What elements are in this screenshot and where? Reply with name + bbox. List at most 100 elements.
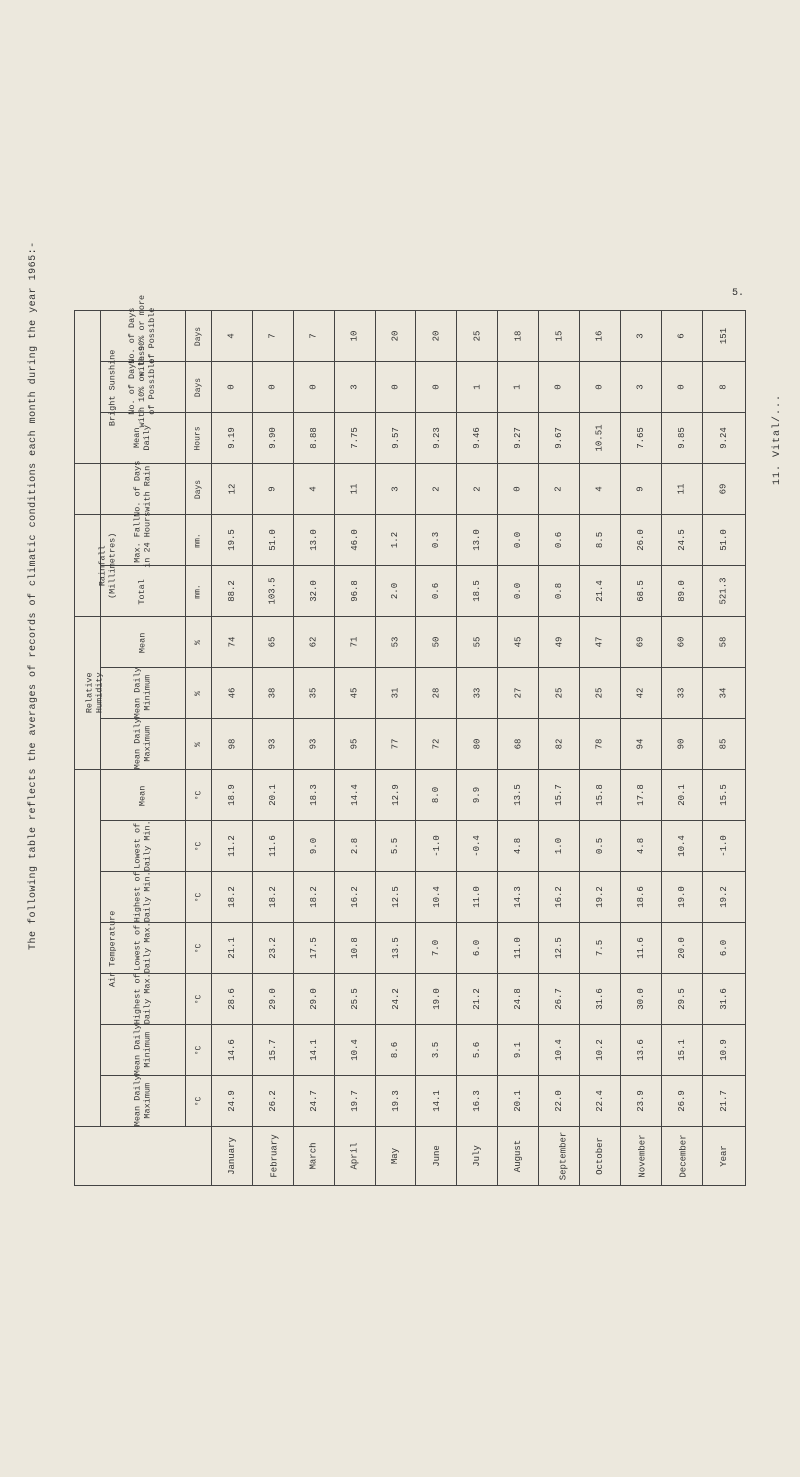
unit-label: Days: [185, 362, 211, 413]
data-cell: 10.4: [416, 872, 457, 923]
month-label: November: [620, 1127, 661, 1186]
data-cell: 10.51: [579, 413, 620, 464]
data-cell: 1: [457, 362, 498, 413]
metric-header: Lowest ofDaily Min.: [101, 821, 185, 872]
data-cell: 0.6: [539, 515, 580, 566]
data-cell: 3: [620, 311, 661, 362]
month-label: Year: [702, 1127, 745, 1186]
metric-header: Mean DailyMaximum: [101, 1076, 185, 1127]
table-row: Highest ofDaily Min.°C18.218.218.216.212…: [75, 872, 746, 923]
data-cell: 0: [293, 362, 334, 413]
data-cell: 28.6: [212, 974, 253, 1025]
data-cell: 23.9: [620, 1076, 661, 1127]
data-cell: 19.5: [212, 515, 253, 566]
month-header-row: JanuaryFebruaryMarchAprilMayJuneJulyAugu…: [75, 1127, 746, 1186]
data-cell: 4.8: [498, 821, 539, 872]
table-row: Mean DailyMaximum°C24.926.224.719.719.31…: [75, 1076, 746, 1127]
unit-label: Days: [185, 464, 211, 515]
data-cell: 0.0: [498, 566, 539, 617]
data-cell: -1.0: [416, 821, 457, 872]
data-cell: 15.1: [661, 1025, 702, 1076]
data-cell: 10.4: [334, 1025, 375, 1076]
data-cell: -1.0: [702, 821, 745, 872]
data-cell: 15: [539, 311, 580, 362]
data-cell: 0: [416, 362, 457, 413]
data-cell: 16.3: [457, 1076, 498, 1127]
table-row: Bright SunshineNo. of Dayswith 90% or mo…: [75, 311, 746, 362]
table-row: Air TemperatureMean°C18.920.118.314.412.…: [75, 770, 746, 821]
month-label: May: [375, 1127, 416, 1186]
data-cell: 33: [457, 668, 498, 719]
data-cell: 28: [416, 668, 457, 719]
data-cell: 16.2: [539, 872, 580, 923]
data-cell: 7: [252, 311, 293, 362]
data-cell: 78: [579, 719, 620, 770]
data-cell: 42: [620, 668, 661, 719]
data-cell: 7.0: [416, 923, 457, 974]
table-row: Mean DailyMinimum°C14.615.714.110.48.63.…: [75, 1025, 746, 1076]
data-cell: 15.5: [702, 770, 745, 821]
data-cell: 8.0: [416, 770, 457, 821]
data-cell: 88.2: [212, 566, 253, 617]
month-label: April: [334, 1127, 375, 1186]
data-cell: 9.24: [702, 413, 745, 464]
unit-label: °C: [185, 923, 211, 974]
data-cell: 12.9: [375, 770, 416, 821]
data-cell: 20.0: [661, 923, 702, 974]
data-cell: 13.5: [498, 770, 539, 821]
data-cell: 11.6: [252, 821, 293, 872]
unit-label: °C: [185, 770, 211, 821]
data-cell: 29.5: [661, 974, 702, 1025]
data-cell: 47: [579, 617, 620, 668]
data-cell: 89.0: [661, 566, 702, 617]
table-row: Rainfall(Millimetres)Max. Fallin 24 Hour…: [75, 515, 746, 566]
data-cell: 4: [579, 464, 620, 515]
data-cell: 0: [375, 362, 416, 413]
data-cell: 21.4: [579, 566, 620, 617]
data-cell: 25.5: [334, 974, 375, 1025]
data-cell: 30.0: [620, 974, 661, 1025]
unit-label: Hours: [185, 413, 211, 464]
table-row: MeanDailyHours9.199.908.887.759.579.239.…: [75, 413, 746, 464]
data-cell: 3.5: [416, 1025, 457, 1076]
data-cell: 33: [661, 668, 702, 719]
data-cell: 19.0: [661, 872, 702, 923]
data-cell: 25: [539, 668, 580, 719]
data-cell: 24.9: [212, 1076, 253, 1127]
data-cell: 18.5: [457, 566, 498, 617]
data-cell: 151: [702, 311, 745, 362]
month-label: August: [498, 1127, 539, 1186]
data-cell: 2.8: [334, 821, 375, 872]
data-cell: 5.5: [375, 821, 416, 872]
data-cell: 0: [498, 464, 539, 515]
data-cell: 8.5: [579, 515, 620, 566]
page: 5. The following table reflects the aver…: [0, 0, 800, 1477]
data-cell: 74: [212, 617, 253, 668]
data-cell: 46.0: [334, 515, 375, 566]
data-cell: 77: [375, 719, 416, 770]
data-cell: 1.2: [375, 515, 416, 566]
data-cell: 69: [702, 464, 745, 515]
data-cell: 62: [293, 617, 334, 668]
data-cell: 69: [620, 617, 661, 668]
data-cell: 12: [212, 464, 253, 515]
data-cell: 14.6: [212, 1025, 253, 1076]
data-cell: 12.5: [375, 872, 416, 923]
metric-header: Mean DailyMinimum: [101, 1025, 185, 1076]
data-cell: 2: [539, 464, 580, 515]
group-label: Air Temperature: [75, 770, 101, 1127]
data-cell: 18.9: [212, 770, 253, 821]
unit-label: °C: [185, 821, 211, 872]
data-cell: 60: [661, 617, 702, 668]
data-cell: 22.4: [579, 1076, 620, 1127]
data-cell: 38: [252, 668, 293, 719]
data-cell: 18.2: [252, 872, 293, 923]
month-label: June: [416, 1127, 457, 1186]
data-cell: 24.7: [293, 1076, 334, 1127]
table-row: Lowest ofDaily Min.°C11.211.69.02.85.5-1…: [75, 821, 746, 872]
data-cell: 0: [539, 362, 580, 413]
data-cell: 85: [702, 719, 745, 770]
data-cell: 14.4: [334, 770, 375, 821]
data-cell: 17.8: [620, 770, 661, 821]
climate-table: Bright SunshineNo. of Dayswith 90% or mo…: [74, 310, 746, 1186]
